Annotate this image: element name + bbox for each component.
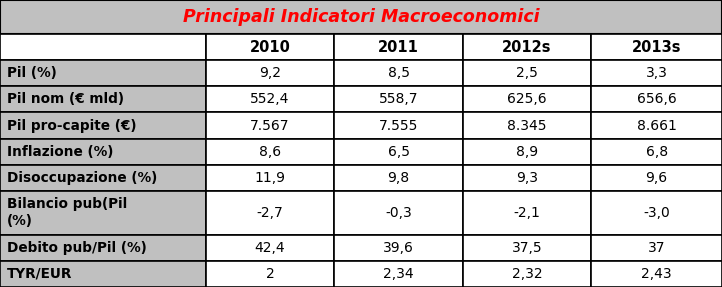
Bar	[0, 0, 722, 34]
Bar	[206, 235, 334, 261]
Text: 11,9: 11,9	[255, 171, 285, 185]
Bar	[334, 86, 463, 113]
Text: 8.345: 8.345	[508, 119, 547, 133]
Bar	[206, 34, 334, 60]
Text: Pil pro-capite (€): Pil pro-capite (€)	[7, 119, 136, 133]
Text: 9,2: 9,2	[259, 66, 281, 80]
Text: 3,3: 3,3	[645, 66, 668, 80]
Bar	[591, 60, 722, 86]
Text: -3,0: -3,0	[643, 206, 670, 220]
Bar	[0, 113, 206, 139]
Text: 2,34: 2,34	[383, 267, 414, 281]
Bar	[0, 261, 206, 287]
Bar	[0, 139, 206, 165]
Bar	[463, 34, 591, 60]
Text: 7.567: 7.567	[251, 119, 290, 133]
Bar	[206, 60, 334, 86]
Text: -2,1: -2,1	[513, 206, 541, 220]
Text: 2,5: 2,5	[516, 66, 538, 80]
Bar	[591, 139, 722, 165]
Text: 2011: 2011	[378, 40, 419, 55]
Bar	[591, 191, 722, 235]
Bar	[463, 261, 591, 287]
Text: Pil nom (€ mld): Pil nom (€ mld)	[7, 92, 124, 106]
Bar	[591, 86, 722, 113]
Text: 9,8: 9,8	[388, 171, 409, 185]
Bar	[0, 34, 206, 60]
Text: 6,5: 6,5	[388, 145, 409, 159]
Text: Pil (%): Pil (%)	[7, 66, 57, 80]
Text: 42,4: 42,4	[255, 241, 285, 255]
Text: 2,43: 2,43	[641, 267, 672, 281]
Bar	[206, 165, 334, 191]
Bar	[463, 60, 591, 86]
Bar	[334, 60, 463, 86]
Text: -2,7: -2,7	[256, 206, 284, 220]
Bar	[206, 139, 334, 165]
Bar	[591, 261, 722, 287]
Text: 2012s: 2012s	[503, 40, 552, 55]
Text: 8,5: 8,5	[388, 66, 409, 80]
Bar	[206, 113, 334, 139]
Text: 552,4: 552,4	[251, 92, 290, 106]
Text: TYR/EUR: TYR/EUR	[7, 267, 73, 281]
Bar	[591, 113, 722, 139]
Text: 9,6: 9,6	[645, 171, 668, 185]
Bar	[206, 86, 334, 113]
Text: 2,32: 2,32	[512, 267, 542, 281]
Text: -0,3: -0,3	[385, 206, 412, 220]
Bar	[463, 165, 591, 191]
Bar	[206, 191, 334, 235]
Bar	[334, 34, 463, 60]
Text: 37,5: 37,5	[512, 241, 542, 255]
Text: Principali Indicatori Macroeconomici: Principali Indicatori Macroeconomici	[183, 8, 539, 26]
Bar	[463, 86, 591, 113]
Bar	[463, 191, 591, 235]
Bar	[0, 191, 206, 235]
Text: 656,6: 656,6	[637, 92, 677, 106]
Bar	[334, 235, 463, 261]
Text: 8.661: 8.661	[637, 119, 677, 133]
Bar	[334, 165, 463, 191]
Text: 37: 37	[648, 241, 666, 255]
Text: 558,7: 558,7	[379, 92, 418, 106]
Bar	[334, 113, 463, 139]
Text: Debito pub/Pil (%): Debito pub/Pil (%)	[7, 241, 147, 255]
Bar	[0, 60, 206, 86]
Text: 625,6: 625,6	[508, 92, 547, 106]
Bar	[206, 261, 334, 287]
Bar	[463, 235, 591, 261]
Bar	[591, 165, 722, 191]
Text: 2010: 2010	[250, 40, 290, 55]
Bar	[463, 113, 591, 139]
Bar	[334, 191, 463, 235]
Bar	[0, 86, 206, 113]
Text: 7.555: 7.555	[379, 119, 418, 133]
Bar	[0, 165, 206, 191]
Bar	[463, 139, 591, 165]
Text: 39,6: 39,6	[383, 241, 414, 255]
Text: 6,8: 6,8	[645, 145, 668, 159]
Text: 2: 2	[266, 267, 274, 281]
Text: 8,9: 8,9	[516, 145, 538, 159]
Text: Bilancio pub(Pil
(%): Bilancio pub(Pil (%)	[7, 197, 128, 228]
Bar	[591, 34, 722, 60]
Text: 2013s: 2013s	[632, 40, 682, 55]
Text: 9,3: 9,3	[516, 171, 538, 185]
Text: Disoccupazione (%): Disoccupazione (%)	[7, 171, 157, 185]
Text: Inflazione (%): Inflazione (%)	[7, 145, 113, 159]
Bar	[334, 139, 463, 165]
Text: 8,6: 8,6	[259, 145, 281, 159]
Bar	[0, 235, 206, 261]
Bar	[334, 261, 463, 287]
Bar	[591, 235, 722, 261]
